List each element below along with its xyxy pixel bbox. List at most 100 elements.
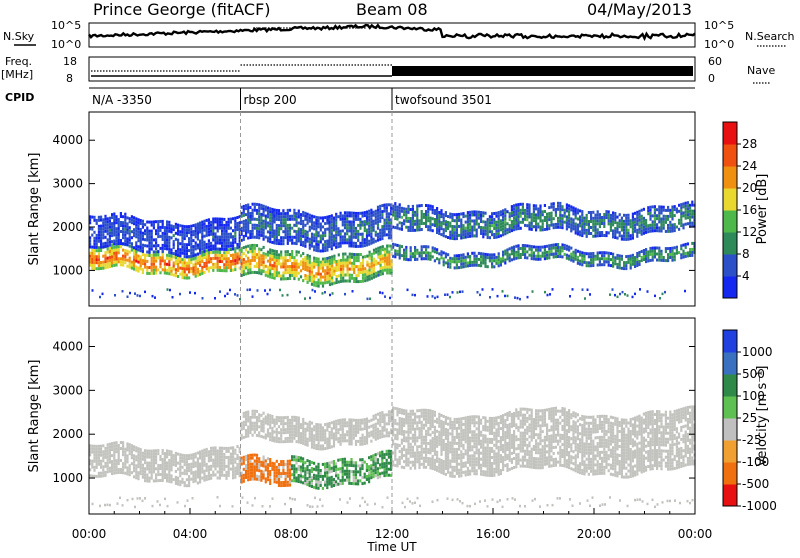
- echo-cell: [517, 206, 519, 209]
- colorbar-cell: [723, 122, 737, 145]
- echo-cell: [278, 475, 280, 478]
- echo-cell: [364, 241, 366, 244]
- echo-cell: [346, 229, 348, 232]
- echo-cell: [148, 453, 150, 456]
- echo-cell: [537, 214, 539, 217]
- echo-cell: [526, 218, 528, 221]
- echo-cell: [336, 260, 338, 263]
- echo-cell: [234, 467, 236, 470]
- echo-cell: [219, 248, 221, 251]
- echo-cell: [482, 256, 484, 259]
- echo-cell: [676, 208, 678, 211]
- echo-cell: [331, 241, 333, 244]
- echo-cell: [583, 261, 585, 264]
- echo-cell: [335, 483, 337, 486]
- echo-cell: [210, 453, 212, 456]
- echo-cell: [258, 209, 260, 212]
- echo-cell: [140, 264, 142, 267]
- echo-cell: [153, 452, 155, 455]
- echo-cell: [603, 216, 605, 219]
- echo-cell: [162, 458, 164, 461]
- echo-cell: [467, 211, 469, 214]
- echo-cell: [109, 455, 111, 458]
- echo-cell: [594, 255, 596, 258]
- echo-cell: [144, 449, 146, 452]
- echo-cell: [155, 220, 157, 223]
- echo-cell: [451, 257, 453, 260]
- echo-cell: [293, 473, 295, 476]
- echo-cell: [140, 255, 142, 258]
- echo-cell: [276, 259, 278, 262]
- echo-cell: [515, 213, 517, 216]
- echo-cell: [445, 252, 447, 255]
- echo-cell: [212, 248, 214, 251]
- echo-cell: [647, 209, 649, 212]
- echo-cell: [188, 261, 190, 264]
- echo-cell: [375, 240, 377, 243]
- echo-cell: [203, 479, 205, 482]
- echo-cell: [186, 231, 188, 234]
- echo-cell: [93, 445, 95, 448]
- echo-cell: [654, 205, 656, 208]
- echo-cell: [311, 262, 313, 265]
- echo-cell: [537, 246, 539, 249]
- echo-cell: [122, 453, 124, 456]
- echo-cell: [636, 229, 638, 232]
- echo-cell: [271, 252, 273, 255]
- echo-cell: [627, 214, 629, 217]
- echo-cell: [113, 252, 115, 255]
- echo-cell: [124, 243, 126, 246]
- echo-cell: [148, 233, 150, 236]
- echo-cell: [377, 236, 379, 239]
- echo-cell: [230, 236, 232, 239]
- y-tick-label: 4000: [52, 133, 83, 147]
- echo-cell: [151, 266, 153, 269]
- echo-cell: [166, 476, 168, 479]
- echo-cell: [581, 228, 583, 231]
- echo-cell: [184, 234, 186, 237]
- echo-cell: [377, 452, 379, 455]
- echo-cell: [170, 236, 172, 239]
- echo-cell: [329, 218, 331, 221]
- echo-cell: [630, 237, 632, 240]
- echo-cell: [315, 222, 317, 225]
- echo-cell: [652, 259, 654, 262]
- echo-cell: [344, 253, 346, 256]
- echo-cell: [276, 469, 278, 472]
- echo-cell: [291, 253, 293, 256]
- echo-cell: [465, 230, 467, 233]
- echo-cell: [100, 463, 102, 466]
- echo-cell: [236, 228, 238, 231]
- echo-cell: [377, 271, 379, 274]
- echo-cell: [379, 211, 381, 214]
- echo-cell: [197, 482, 199, 485]
- echo-cell: [377, 262, 379, 265]
- echo-cell: [685, 202, 687, 205]
- echo-cell: [304, 476, 306, 479]
- echo-cell: [368, 468, 370, 471]
- echo-cell: [162, 449, 164, 452]
- echo-cell: [344, 473, 346, 476]
- echo-cell: [326, 480, 328, 483]
- echo-cell: [349, 256, 351, 259]
- echo-cell: [146, 245, 148, 248]
- echo-cell: [210, 266, 212, 269]
- echo-cell: [364, 461, 366, 464]
- echo-cell: [148, 471, 150, 474]
- echo-cell: [315, 231, 317, 234]
- cpid-segment-label: twofsound 3501: [395, 93, 492, 107]
- echo-cell: [533, 257, 535, 260]
- echo-cell: [517, 247, 519, 250]
- echo-cell: [364, 482, 366, 485]
- echo-cell: [96, 267, 98, 270]
- echo-cell: [91, 448, 93, 451]
- echo-cell: [252, 463, 254, 466]
- echo-cell: [671, 212, 673, 215]
- echo-cell: [170, 456, 172, 459]
- echo-cell: [663, 227, 665, 230]
- echo-cell: [533, 219, 535, 222]
- echo-cell: [263, 474, 265, 477]
- echo-cell: [326, 260, 328, 263]
- echo-cell: [603, 254, 605, 257]
- echo-cell: [331, 261, 333, 264]
